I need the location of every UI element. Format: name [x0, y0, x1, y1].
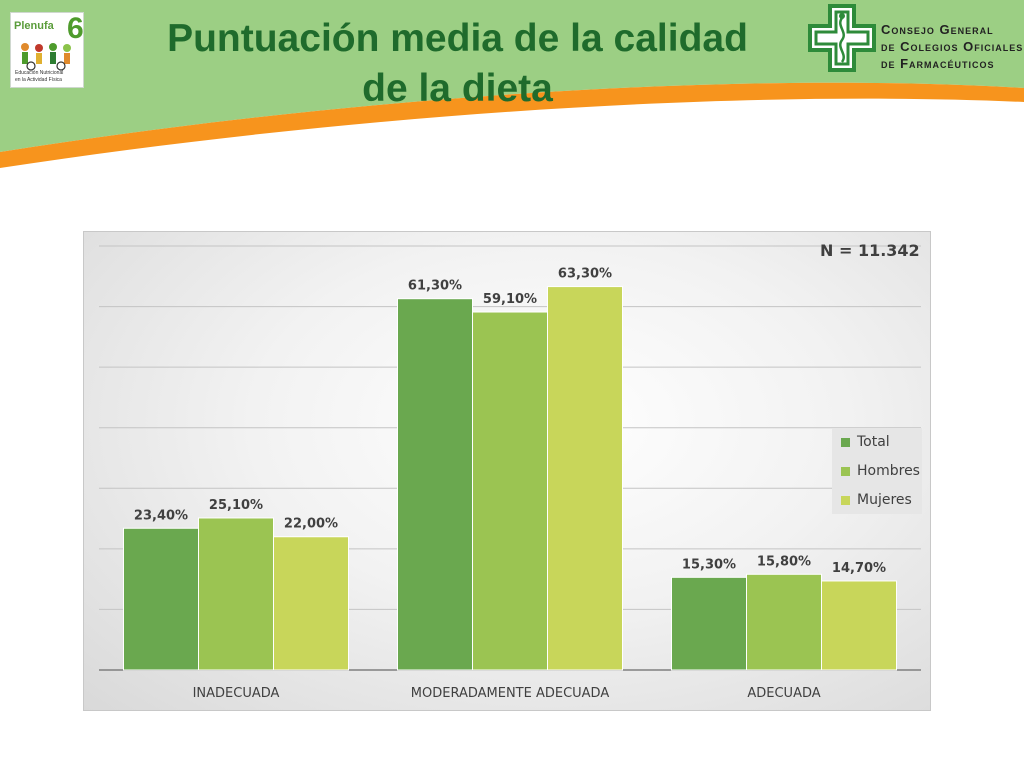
- page-title: Puntuación media de la calidad de la die…: [150, 14, 765, 114]
- bar-total-1: [123, 527, 199, 671]
- category-label: ADECUADA: [747, 686, 820, 701]
- title-line1: Puntuación media de la calidad: [167, 17, 748, 60]
- logo-caption-line2: en la Actividad Física: [15, 76, 62, 83]
- pharmacy-cross-icon: [808, 4, 876, 72]
- sample-size-annotation: N = 11.342: [820, 241, 920, 260]
- data-label: 15,30%: [682, 557, 736, 572]
- cgcof-line2: de Colegios Oficiales: [881, 39, 1024, 54]
- data-label: 61,30%: [408, 279, 462, 294]
- logo-brand-text: Plenufa: [14, 20, 54, 32]
- data-label: 22,00%: [284, 517, 338, 532]
- cgcof-logo-text: Consejo General de Colegios Oficiales de…: [881, 21, 1023, 72]
- legend-label-mujeres: Mujeres: [857, 492, 912, 508]
- data-label: 23,40%: [134, 508, 188, 523]
- bar-hombres-2: [472, 311, 548, 671]
- legend-item-hombres: Hombres: [841, 461, 920, 481]
- bar-mujeres-2: [547, 286, 623, 671]
- logo-caption-line1: Educación Nutricional: [15, 70, 64, 76]
- bar-chart: 23,40% 25,10% 22,00% INADECUADA 61,30% 59,10%…: [99, 245, 921, 701]
- bar-total-3: [671, 576, 747, 671]
- chart-area: 23,40% 25,10% 22,00% INADECUADA 61,30% 59,10%…: [83, 231, 931, 711]
- bar-mujeres-3: [821, 580, 897, 671]
- legend-swatch-total: [841, 437, 850, 447]
- title-line2: de la dieta: [362, 67, 553, 110]
- legend-item-total: Total: [841, 432, 890, 452]
- legend-swatch-hombres: [841, 466, 850, 476]
- legend-label-hombres: Hombres: [857, 463, 920, 479]
- data-label: 63,30%: [558, 267, 612, 282]
- bar-hombres-3: [746, 573, 822, 671]
- cgcof-line1: Consejo General: [881, 22, 994, 37]
- category-label: INADECUADA: [193, 686, 280, 701]
- data-label: 15,80%: [757, 554, 811, 569]
- logo-brand-number: 6: [67, 12, 84, 45]
- people-activity-icon: [21, 43, 71, 71]
- legend-label-total: Total: [857, 434, 890, 450]
- plenufar-logo: Plenufa 6 Educación Nutricional en la Ac…: [10, 12, 84, 88]
- data-label: 59,10%: [483, 292, 537, 307]
- bar-hombres-1: [198, 517, 274, 671]
- legend-item-mujeres: Mujeres: [841, 490, 912, 510]
- cgcof-line3: de Farmacéuticos: [881, 56, 995, 71]
- data-label: 25,10%: [209, 498, 263, 513]
- chart-legend: Total Hombres Mujeres: [832, 428, 922, 514]
- header-band: [0, 0, 1024, 168]
- legend-swatch-mujeres: [841, 495, 850, 505]
- data-label: 14,70%: [832, 561, 886, 576]
- logo-caption: Educación Nutricional en la Actividad Fí…: [15, 70, 81, 83]
- bar-mujeres-1: [273, 536, 349, 671]
- bar-total-2: [397, 298, 473, 671]
- category-label: MODERADAMENTE ADECUADA: [411, 686, 610, 701]
